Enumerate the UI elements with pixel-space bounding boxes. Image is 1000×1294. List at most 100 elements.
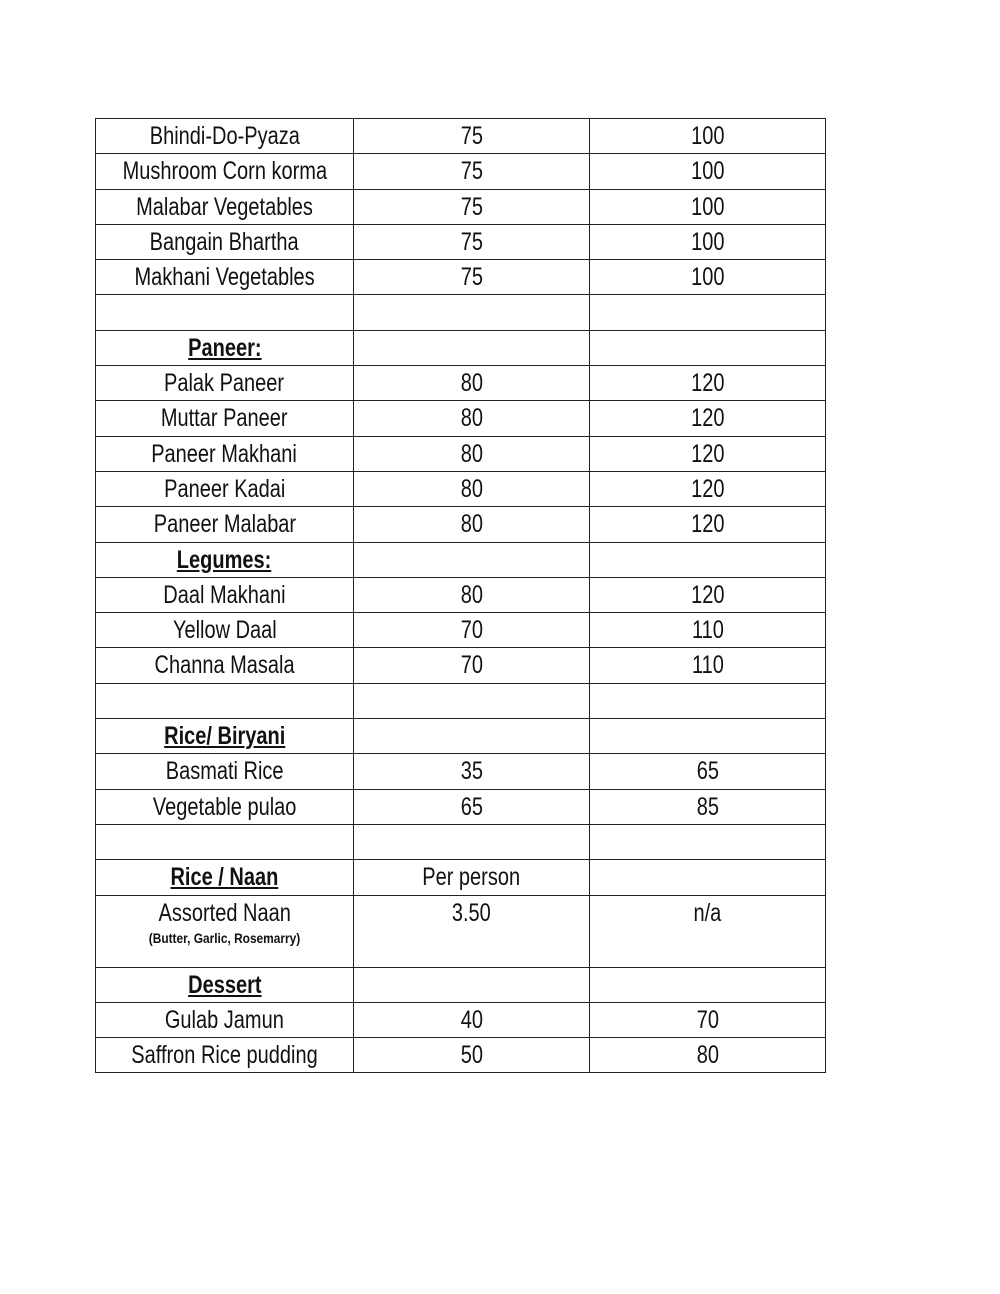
price-value: 85 — [696, 792, 719, 821]
table-row: Paneer Makhani 80 120 — [95, 435, 826, 472]
price-value: 100 — [690, 227, 725, 256]
item-name-cell: Palak Paneer — [95, 365, 354, 402]
price-col2-cell: 75 — [353, 259, 590, 296]
item-name-cell: Yellow Daal — [95, 612, 354, 649]
item-name: Paneer Kadai — [163, 474, 286, 503]
price-col3-cell: 100 — [589, 223, 826, 261]
price-value: 80 — [460, 510, 483, 539]
item-name: Channa Masala — [154, 651, 295, 680]
table-row: Makhani Vegetables 75 100 — [95, 259, 826, 296]
price-value: 120 — [690, 439, 725, 468]
price-col2-cell — [353, 966, 590, 1003]
price-col3-cell: 100 — [589, 259, 826, 296]
price-col3-cell: 85 — [589, 788, 826, 825]
price-col3-cell: n/a — [589, 894, 826, 968]
item-name-cell: Dessert — [95, 966, 354, 1003]
price-value: 120 — [690, 369, 725, 398]
section-heading: Rice / Naan — [170, 863, 279, 892]
section-heading: Dessert — [187, 970, 262, 999]
section-heading: Paneer: — [187, 333, 262, 362]
section-heading: Rice/ Biryani — [163, 722, 286, 751]
item-name: Paneer Makhani — [151, 439, 298, 468]
section-heading-row: Rice / Naan Per person — [95, 859, 826, 896]
item-name: Saffron Rice pudding — [131, 1041, 318, 1070]
price-value: 100 — [690, 122, 725, 150]
price-col3-cell: 100 — [589, 188, 826, 225]
item-name-cell: Daal Makhani — [95, 576, 354, 614]
price-col2-cell: 35 — [353, 753, 590, 790]
section-heading-row: Paneer: — [95, 329, 826, 367]
price-value: 120 — [690, 510, 725, 539]
price-col3-cell: 100 — [589, 117, 826, 155]
table-row: Vegetable pulao 65 85 — [95, 788, 826, 825]
price-col3-cell — [589, 966, 826, 1003]
price-col2-cell: 3.50 — [353, 894, 590, 968]
price-col2-cell: 75 — [353, 188, 590, 225]
item-name-cell: Legumes: — [95, 541, 354, 578]
table-row: Muttar Paneer 80 120 — [95, 400, 826, 437]
price-col2-cell: 80 — [353, 400, 590, 437]
table-row: Mushroom Corn korma 75 100 — [95, 153, 826, 190]
price-col3-cell: 120 — [589, 470, 826, 508]
price-col2-cell: 80 — [353, 470, 590, 508]
item-name: Makhani Vegetables — [134, 263, 315, 292]
price-value: 80 — [460, 580, 483, 609]
price-value: 80 — [460, 404, 483, 433]
item-name: Gulab Jamun — [165, 1005, 284, 1034]
item-name-cell: Saffron Rice pudding — [95, 1037, 354, 1074]
table-row: Gulab Jamun 40 70 — [95, 1001, 826, 1039]
price-value: 110 — [691, 651, 724, 680]
table-row: Basmati Rice 35 65 — [95, 753, 826, 790]
section-heading: Legumes: — [177, 545, 272, 574]
price-value: 100 — [690, 157, 725, 186]
item-name-cell: Makhani Vegetables — [95, 259, 354, 296]
price-col3-cell — [589, 329, 826, 367]
section-heading-row: Legumes: — [95, 541, 826, 578]
price-value: 120 — [690, 404, 725, 433]
price-col2-cell: 80 — [353, 506, 590, 543]
table-row: Malabar Vegetables 75 100 — [95, 188, 826, 225]
item-name-cell: Paneer Kadai — [95, 470, 354, 508]
item-name: Malabar Vegetables — [136, 192, 313, 221]
item-name-cell: Paneer Malabar — [95, 506, 354, 543]
item-name-cell: Rice / Naan — [95, 859, 354, 896]
price-col3-cell: 120 — [589, 435, 826, 472]
item-name-cell — [95, 682, 354, 720]
price-value: 70 — [460, 651, 483, 680]
section-heading-row: Dessert — [95, 966, 826, 1003]
table-row — [95, 682, 826, 720]
table-row — [95, 294, 826, 331]
price-value: 100 — [690, 263, 725, 292]
price-col2-cell: Per person — [353, 859, 590, 896]
price-col3-cell: 120 — [589, 506, 826, 543]
price-value: 70 — [460, 616, 483, 645]
price-value: 80 — [460, 369, 483, 398]
price-col3-cell: 80 — [589, 1037, 826, 1074]
item-name: Bhindi-Do-Pyaza — [149, 122, 300, 150]
price-value: 3.50 — [452, 898, 491, 927]
table-row: Saffron Rice pudding 50 80 — [95, 1037, 826, 1074]
item-name: Daal Makhani — [163, 580, 286, 609]
table-row: Paneer Malabar 80 120 — [95, 506, 826, 543]
item-name-cell: Vegetable pulao — [95, 788, 354, 825]
item-name-cell: Muttar Paneer — [95, 400, 354, 437]
price-col3-cell: 110 — [589, 612, 826, 649]
table-row: Paneer Kadai 80 120 — [95, 470, 826, 508]
item-name: Bangain Bhartha — [149, 227, 299, 256]
item-name: Assorted Naan — [158, 898, 291, 927]
price-col3-cell — [589, 718, 826, 755]
price-col3-cell — [589, 859, 826, 896]
price-value: 75 — [460, 122, 483, 150]
table-row: Daal Makhani 80 120 — [95, 576, 826, 614]
item-note: (Butter, Garlic, Rosemarry) — [148, 929, 301, 946]
menu-price-table: Bhindi-Do-Pyaza 75 100 Mushroom Corn korma 7… — [95, 117, 826, 1074]
price-col2-cell — [353, 329, 590, 367]
item-name-cell: Rice/ Biryani — [95, 718, 354, 755]
price-col3-cell: 120 — [589, 400, 826, 437]
price-value: 80 — [696, 1041, 719, 1070]
price-col3-cell — [589, 294, 826, 331]
table-row: Palak Paneer 80 120 — [95, 365, 826, 402]
item-name-cell: Assorted Naan (Butter, Garlic, Rosemarry) — [95, 894, 354, 968]
price-value: 75 — [460, 263, 483, 292]
section-heading-row: Rice/ Biryani — [95, 718, 826, 755]
